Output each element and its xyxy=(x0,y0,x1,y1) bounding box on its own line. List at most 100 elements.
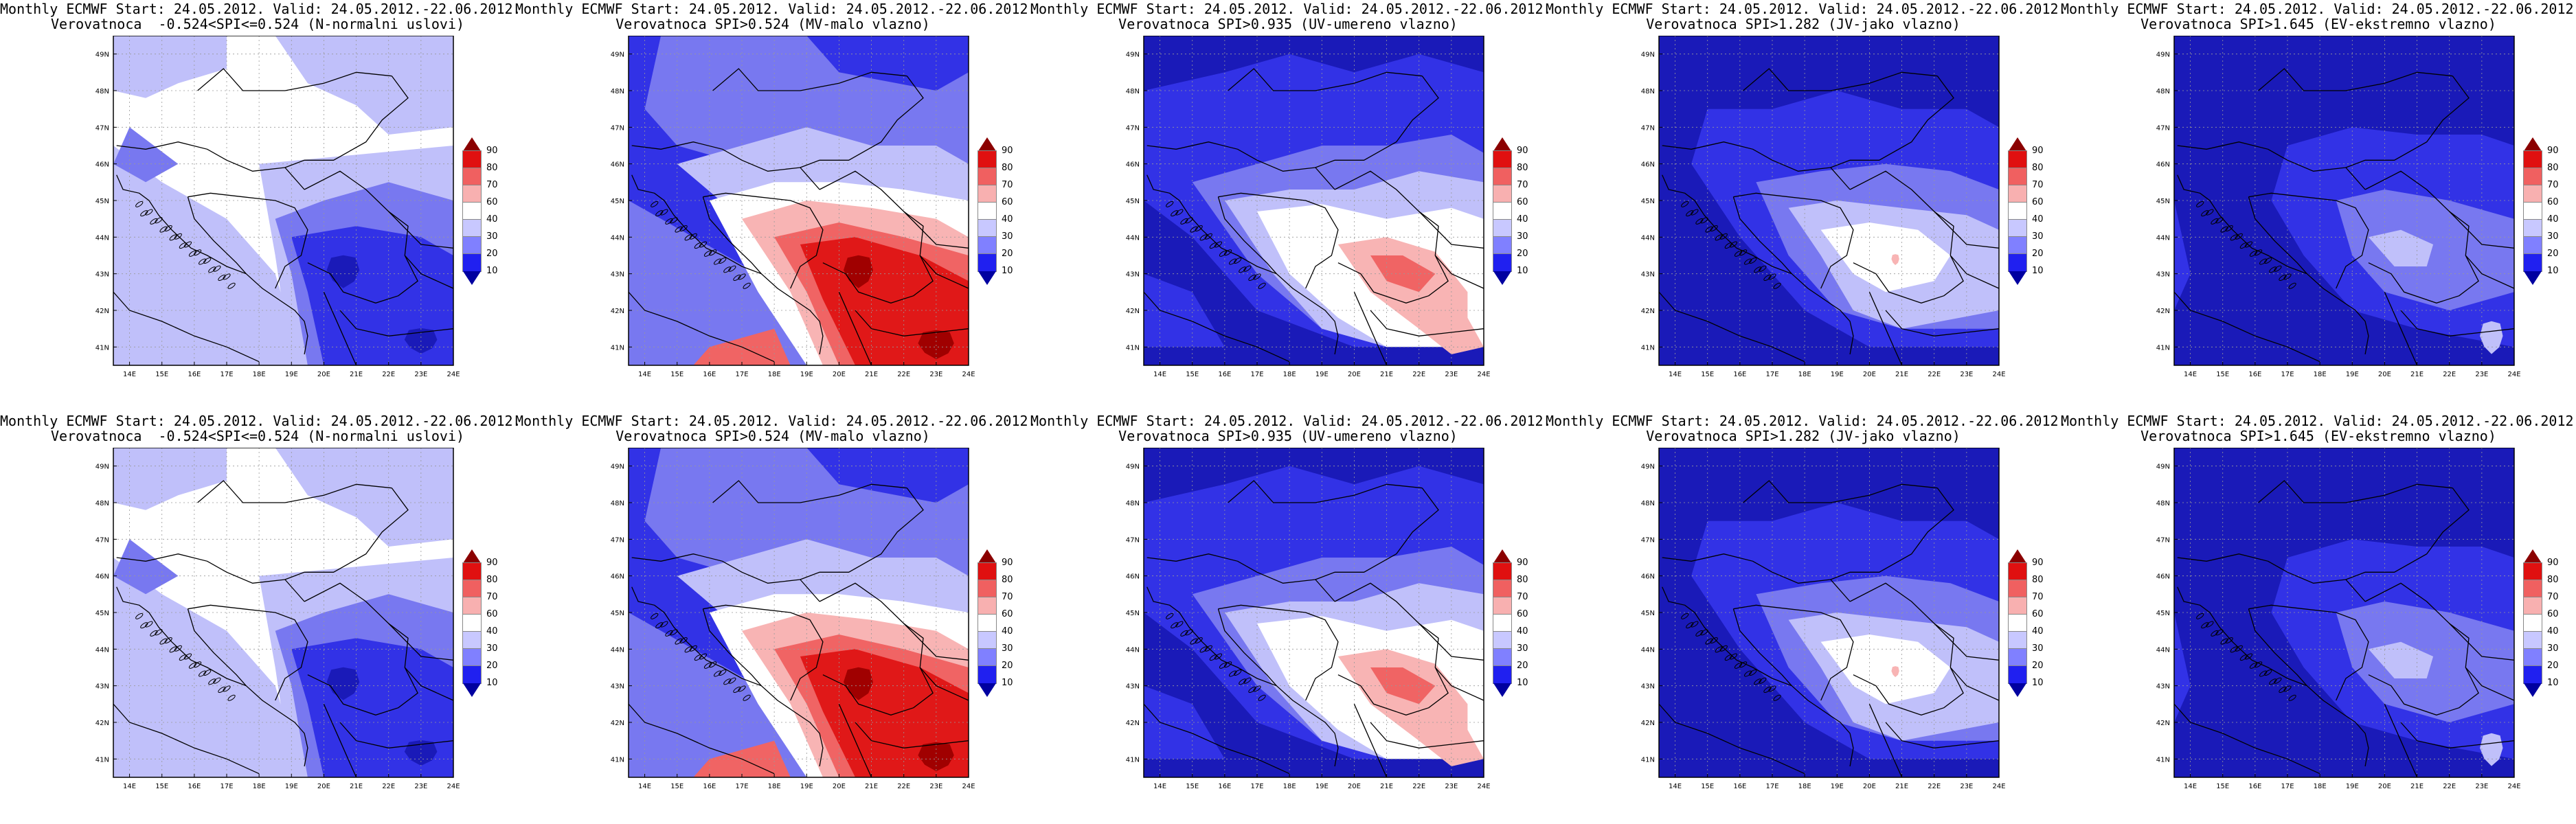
lat-tick-label: 41N xyxy=(1641,756,1655,764)
lon-tick-label: 22E xyxy=(2443,371,2456,378)
country-border xyxy=(2248,192,2369,289)
lon-tick-label: 16E xyxy=(703,783,716,790)
panel-subtitle: Verovatnoca SPI>1.282 (JV-jako vlazno) xyxy=(1646,428,1961,444)
country-border xyxy=(2449,623,2514,661)
country-border xyxy=(2248,604,2369,701)
colorbar-bottom-arrow xyxy=(2009,271,2026,285)
island-outline xyxy=(2211,630,2219,637)
island-outline xyxy=(218,687,226,694)
lat-tick-label: 41N xyxy=(95,344,109,352)
island-outline xyxy=(140,210,148,217)
colorbar-segment xyxy=(2008,648,2027,667)
island-outline xyxy=(140,622,148,629)
island-outline xyxy=(2196,613,2204,619)
lon-tick-label: 17E xyxy=(220,783,233,790)
country-border xyxy=(702,196,762,275)
colorbar-segment xyxy=(2523,614,2542,632)
panel-subtitle: Verovatnoca SPI>0.935 (UV-umereno vlazno… xyxy=(1118,16,1458,32)
island-outline xyxy=(1744,258,1752,265)
island-outline xyxy=(1681,613,1689,619)
island-outline xyxy=(723,678,732,685)
panel-title: Monthly ECMWF Start: 24.05.2012. Valid: … xyxy=(515,1,1037,17)
lat-tick-label: 49N xyxy=(2156,52,2170,59)
island-outline xyxy=(694,242,702,249)
colorbar-segment xyxy=(978,168,997,186)
lat-tick-label: 41N xyxy=(611,344,624,352)
map-panel-mv: Monthly ECMWF Start: 24.05.2012. Valid: … xyxy=(515,0,1037,412)
island-outline xyxy=(2220,638,2228,645)
lon-tick-label: 15E xyxy=(670,371,683,378)
colorbar-segment xyxy=(2008,665,2027,684)
colorbar-label: 40 xyxy=(486,214,498,225)
lon-tick-label: 19E xyxy=(800,783,813,790)
island-outline xyxy=(2259,670,2268,677)
island-outline xyxy=(1734,662,1743,669)
panel-title: Monthly ECMWF Start: 24.05.2012. Valid: … xyxy=(515,413,1037,429)
lat-tick-label: 46N xyxy=(2156,573,2170,581)
country-border xyxy=(2364,582,2479,716)
country-border xyxy=(702,608,762,687)
island-outline xyxy=(218,275,226,282)
country-border xyxy=(2465,255,2514,289)
island-outline xyxy=(2201,210,2209,217)
lon-tick-label: 19E xyxy=(2346,371,2359,378)
country-border xyxy=(2384,292,2418,365)
colorbar-top-arrow xyxy=(463,137,481,151)
lon-tick-label: 24E xyxy=(1477,783,1490,790)
colorbar-label: 80 xyxy=(1002,163,1013,173)
lat-tick-label: 42N xyxy=(95,720,109,727)
colorbar-segment xyxy=(2008,185,2027,203)
island-outline xyxy=(703,662,712,669)
colorbar-label: 90 xyxy=(1517,146,1528,156)
lat-tick-label: 41N xyxy=(2156,344,2170,352)
island-outline xyxy=(2279,687,2287,694)
country-border xyxy=(2364,170,2479,304)
colorbar-label: 60 xyxy=(2032,609,2044,619)
lon-tick-label: 24E xyxy=(2507,371,2520,378)
colorbar-label: 80 xyxy=(1517,575,1528,585)
country-border xyxy=(2174,703,2320,775)
lon-tick-label: 16E xyxy=(1733,371,1746,378)
lat-tick-label: 47N xyxy=(1641,124,1655,132)
colorbar-label: 60 xyxy=(1002,197,1013,207)
colorbar-segment xyxy=(462,562,482,581)
island-outline xyxy=(1171,622,1179,629)
country-border xyxy=(1659,291,1805,363)
lat-tick-label: 48N xyxy=(2156,500,2170,507)
contour-fill-light-blue xyxy=(275,448,453,547)
lon-tick-label: 15E xyxy=(1186,371,1199,378)
lon-tick-label: 16E xyxy=(188,371,201,378)
contour-fill-light-blue xyxy=(2480,733,2503,766)
colorbar-label: 40 xyxy=(1002,626,1013,637)
country-border xyxy=(1353,704,1388,777)
colorbar-label: 90 xyxy=(2032,558,2044,568)
lat-tick-label: 47N xyxy=(1641,536,1655,544)
lon-tick-label: 17E xyxy=(220,371,233,378)
lon-tick-label: 20E xyxy=(1863,783,1876,790)
island-outline xyxy=(1166,201,1174,207)
lon-tick-label: 14E xyxy=(638,371,651,378)
country-border xyxy=(919,667,969,701)
colorbar-segment xyxy=(1493,202,1512,220)
island-outline xyxy=(169,646,177,653)
colorbar-label: 80 xyxy=(2032,163,2044,173)
lat-tick-label: 49N xyxy=(1126,52,1140,59)
lon-tick-label: 22E xyxy=(382,783,395,790)
island-outline xyxy=(227,282,236,289)
colorbar-segment xyxy=(2523,219,2542,238)
lat-tick-label: 47N xyxy=(95,124,109,132)
lon-tick-label: 17E xyxy=(1250,371,1263,378)
colorbar: 90 80 70 60 40 30 20 10 xyxy=(459,549,514,714)
island-outline xyxy=(150,630,158,637)
colorbar-segment xyxy=(2523,168,2542,186)
panel-title: Monthly ECMWF Start: 24.05.2012. Valid: … xyxy=(1546,413,2067,429)
country-border xyxy=(1228,480,1423,503)
island-outline xyxy=(1754,678,1762,685)
colorbar-segment xyxy=(1493,219,1512,238)
colorbar-segment xyxy=(978,631,997,650)
probability-map: 49N 48N 47N 46N 45N 44N 43N 42N 41N 14E 15E 16E 17E 1… xyxy=(1641,36,2006,378)
contour-fill-light-red xyxy=(1370,667,1436,705)
colorbar-segment xyxy=(978,185,997,203)
colorbar-top-arrow xyxy=(2009,549,2026,563)
colorbar-label: 60 xyxy=(2032,197,2044,207)
